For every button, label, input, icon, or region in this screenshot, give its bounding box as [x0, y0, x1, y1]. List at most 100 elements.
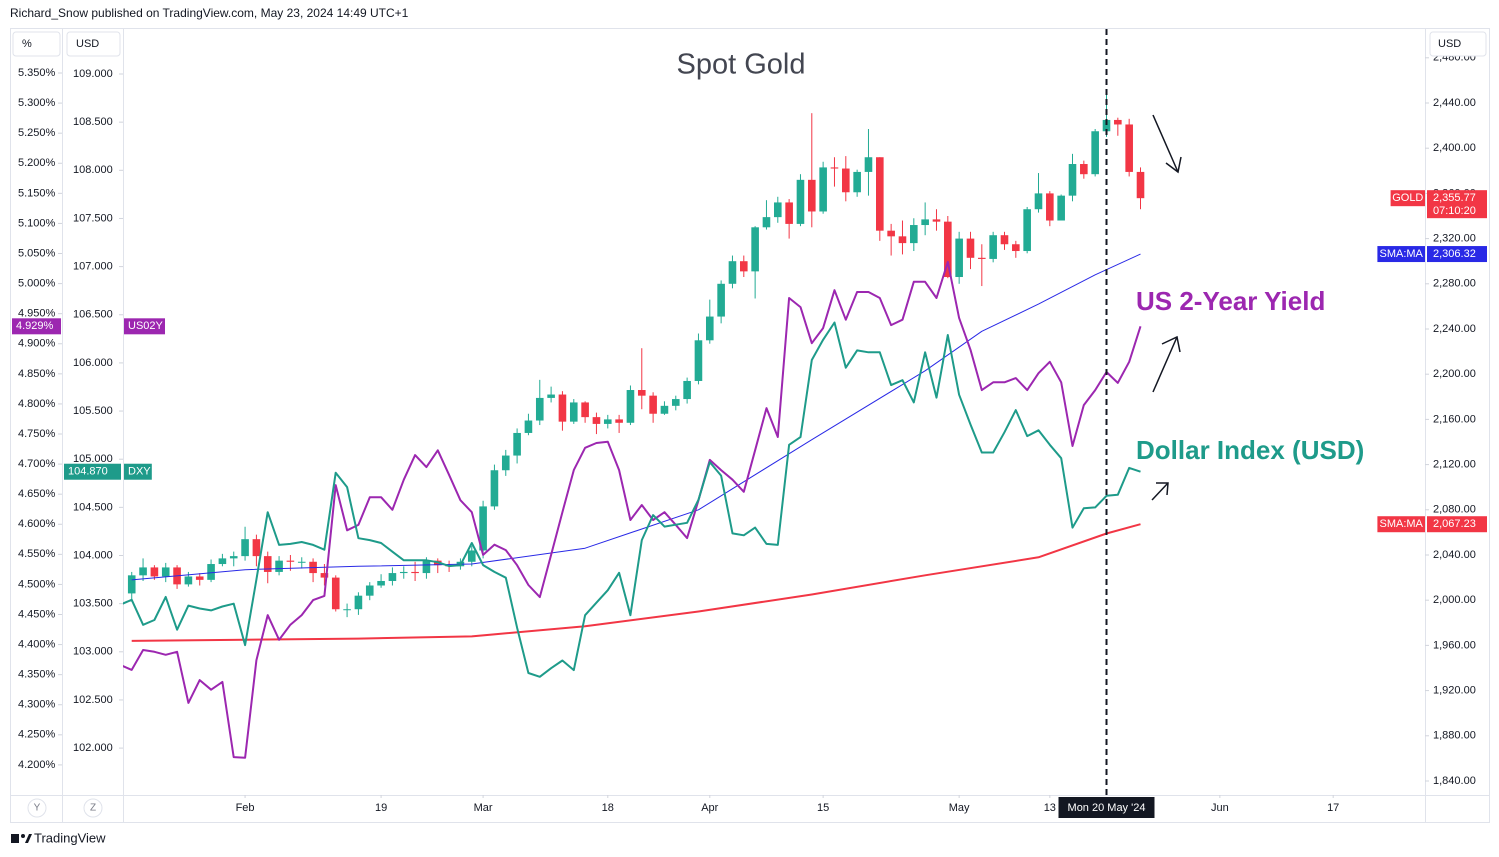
candle-body — [354, 595, 363, 610]
candle-body — [989, 235, 997, 259]
y-tick-label: 4.700% — [18, 458, 56, 470]
candle-body — [683, 380, 691, 400]
badge-value-box — [12, 318, 61, 335]
candle-body — [808, 179, 816, 212]
y-tick-label: 4.950% — [18, 308, 56, 320]
candle-body — [762, 217, 771, 228]
x-tick-label: 19 — [375, 802, 387, 814]
y-tick-label: 4.350% — [18, 669, 56, 681]
candle-body — [388, 573, 397, 581]
y-tick-label: 4.900% — [18, 338, 56, 350]
candle-body — [411, 571, 419, 574]
candle-body — [365, 585, 374, 596]
candle-body — [785, 202, 793, 224]
y-tick-label: 5.250% — [18, 127, 56, 139]
candle-body — [139, 567, 147, 576]
x-tick-label: Jun — [1211, 802, 1229, 814]
unit-box[interactable] — [12, 31, 61, 57]
y-tick-label: 5.050% — [18, 247, 56, 259]
candle-body — [1023, 209, 1031, 252]
candle-body — [978, 257, 986, 259]
badge-name: DXY — [128, 466, 151, 478]
candle-body — [660, 405, 669, 414]
y-tick-label: 2,080.00 — [1433, 504, 1476, 516]
y-tick-label: 4.600% — [18, 518, 56, 530]
y-tick-label: 2,120.00 — [1433, 458, 1476, 470]
line-series — [131, 523, 1141, 642]
chart-title: Spot Gold — [677, 49, 806, 81]
candle-body — [184, 576, 193, 585]
scale-button[interactable] — [83, 798, 103, 818]
candle-body — [864, 157, 873, 172]
candle-body — [377, 580, 385, 586]
badge-value: 2,355.77 — [1433, 192, 1476, 204]
unit-box[interactable] — [1429, 31, 1487, 57]
badge-name: GOLD — [1392, 192, 1423, 204]
y-tick-label: 5.150% — [18, 187, 56, 199]
x-tick-label: 15 — [817, 802, 829, 814]
unit-label: USD — [1438, 38, 1461, 50]
unit-label: USD — [76, 38, 99, 50]
candle-body — [399, 571, 408, 574]
candle-body — [637, 390, 646, 396]
candle-body — [241, 539, 249, 557]
y-tick-label: 103.500 — [73, 598, 113, 610]
candle-body — [1136, 171, 1145, 199]
header: Richard_Snow published on TradingView.co… — [10, 6, 409, 20]
scale-button[interactable] — [27, 798, 47, 818]
y-tick-label: 108.000 — [73, 164, 113, 176]
y-tick-label: 4.650% — [18, 488, 56, 500]
x-tick-label: 13 — [1044, 802, 1056, 814]
y-tick-label: 4.500% — [18, 578, 56, 590]
y-tick-label: 106.000 — [73, 357, 113, 369]
candle-body — [671, 399, 680, 406]
y-tick-label: 1,880.00 — [1433, 730, 1476, 742]
x-tick-label: 18 — [602, 802, 614, 814]
y-tick-label: 5.300% — [18, 97, 56, 109]
candle-body — [1080, 164, 1088, 175]
frame — [10, 28, 1490, 823]
y-tick-label: 104.500 — [73, 501, 113, 513]
y-tick-label: 106.500 — [73, 309, 113, 321]
candle-body — [966, 238, 975, 258]
y-tick-label: 107.500 — [73, 212, 113, 224]
y-tick-label: 107.000 — [73, 261, 113, 273]
line-series — [123, 321, 1141, 678]
badge-value-box — [1427, 246, 1487, 263]
candle-body — [127, 575, 136, 594]
candle-body — [1034, 193, 1043, 210]
x-tick-highlight — [1058, 797, 1155, 818]
candle-body — [603, 419, 612, 424]
y-tick-label: 4.850% — [18, 368, 56, 380]
candle-body — [320, 573, 329, 578]
unit-box[interactable] — [66, 31, 121, 57]
badge-name: SMA:MA — [1379, 248, 1423, 260]
badge-countdown: 07:10:20 — [1433, 205, 1476, 217]
candle-body — [569, 402, 578, 422]
unit-label: % — [22, 38, 32, 50]
y-tick-label: 2,040.00 — [1433, 549, 1476, 561]
y-tick-label: 2,240.00 — [1433, 323, 1476, 335]
x-tick-label: Feb — [236, 802, 255, 814]
candle-body — [479, 506, 487, 551]
candle-body — [524, 420, 533, 433]
candle-body — [773, 202, 782, 218]
candle-body — [921, 219, 929, 226]
candle-body — [229, 556, 238, 559]
y-tick-label: 1,840.00 — [1433, 775, 1476, 787]
candle-body — [218, 558, 227, 565]
logo-mark — [25, 834, 32, 843]
candle-body — [739, 261, 748, 272]
candle-body — [150, 567, 159, 577]
candle-body — [343, 609, 351, 611]
scale-button-label: Z — [90, 803, 96, 814]
logo-mark — [21, 834, 25, 838]
y-tick-label: 4.200% — [18, 759, 56, 771]
badge-value: 4.929% — [16, 320, 54, 332]
arrow-head — [1165, 156, 1182, 174]
y-tick-label: 4.250% — [18, 729, 56, 741]
candle-body — [513, 432, 521, 456]
logo-mark — [11, 834, 19, 843]
